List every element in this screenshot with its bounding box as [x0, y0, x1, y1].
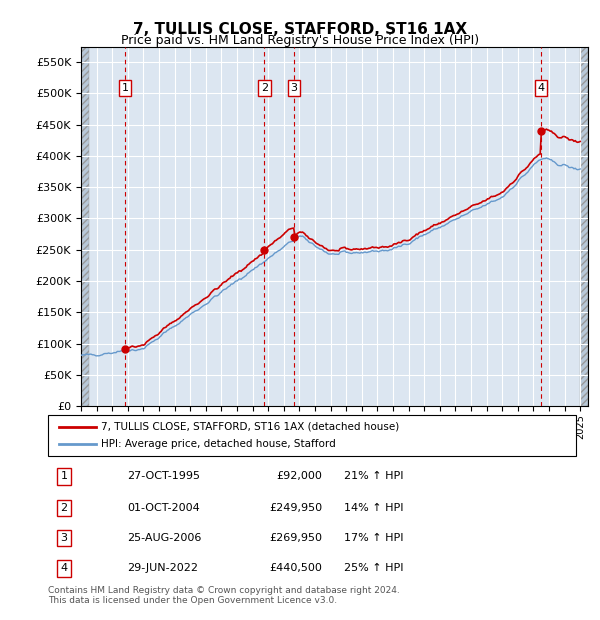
Text: 21% ↑ HPI: 21% ↑ HPI: [344, 471, 403, 481]
Text: 7, TULLIS CLOSE, STAFFORD, ST16 1AX: 7, TULLIS CLOSE, STAFFORD, ST16 1AX: [133, 22, 467, 37]
Text: £249,950: £249,950: [269, 503, 323, 513]
Text: This data is licensed under the Open Government Licence v3.0.: This data is licensed under the Open Gov…: [48, 596, 337, 606]
Text: 3: 3: [290, 83, 298, 93]
Text: 1: 1: [121, 83, 128, 93]
Text: 14% ↑ HPI: 14% ↑ HPI: [344, 503, 403, 513]
Text: HPI: Average price, detached house, Stafford: HPI: Average price, detached house, Staf…: [101, 440, 335, 450]
Text: Contains HM Land Registry data © Crown copyright and database right 2024.: Contains HM Land Registry data © Crown c…: [48, 586, 400, 595]
Text: 27-OCT-1995: 27-OCT-1995: [127, 471, 200, 481]
Text: 2: 2: [261, 83, 268, 93]
Text: 4: 4: [60, 564, 67, 574]
Text: 2: 2: [60, 503, 67, 513]
Text: 01-OCT-2004: 01-OCT-2004: [127, 503, 200, 513]
Text: 29-JUN-2022: 29-JUN-2022: [127, 564, 198, 574]
Text: 17% ↑ HPI: 17% ↑ HPI: [344, 533, 403, 543]
Bar: [81, 46, 89, 406]
Text: 25% ↑ HPI: 25% ↑ HPI: [344, 564, 403, 574]
Text: 25-AUG-2006: 25-AUG-2006: [127, 533, 202, 543]
Text: Price paid vs. HM Land Registry's House Price Index (HPI): Price paid vs. HM Land Registry's House …: [121, 34, 479, 47]
FancyBboxPatch shape: [48, 415, 576, 456]
Text: £269,950: £269,950: [269, 533, 323, 543]
Text: 3: 3: [61, 533, 67, 543]
Text: 1: 1: [61, 471, 67, 481]
Bar: [580, 46, 588, 406]
Text: £92,000: £92,000: [277, 471, 323, 481]
Text: 4: 4: [538, 83, 545, 93]
Text: 7, TULLIS CLOSE, STAFFORD, ST16 1AX (detached house): 7, TULLIS CLOSE, STAFFORD, ST16 1AX (det…: [101, 422, 399, 432]
Text: £440,500: £440,500: [269, 564, 323, 574]
